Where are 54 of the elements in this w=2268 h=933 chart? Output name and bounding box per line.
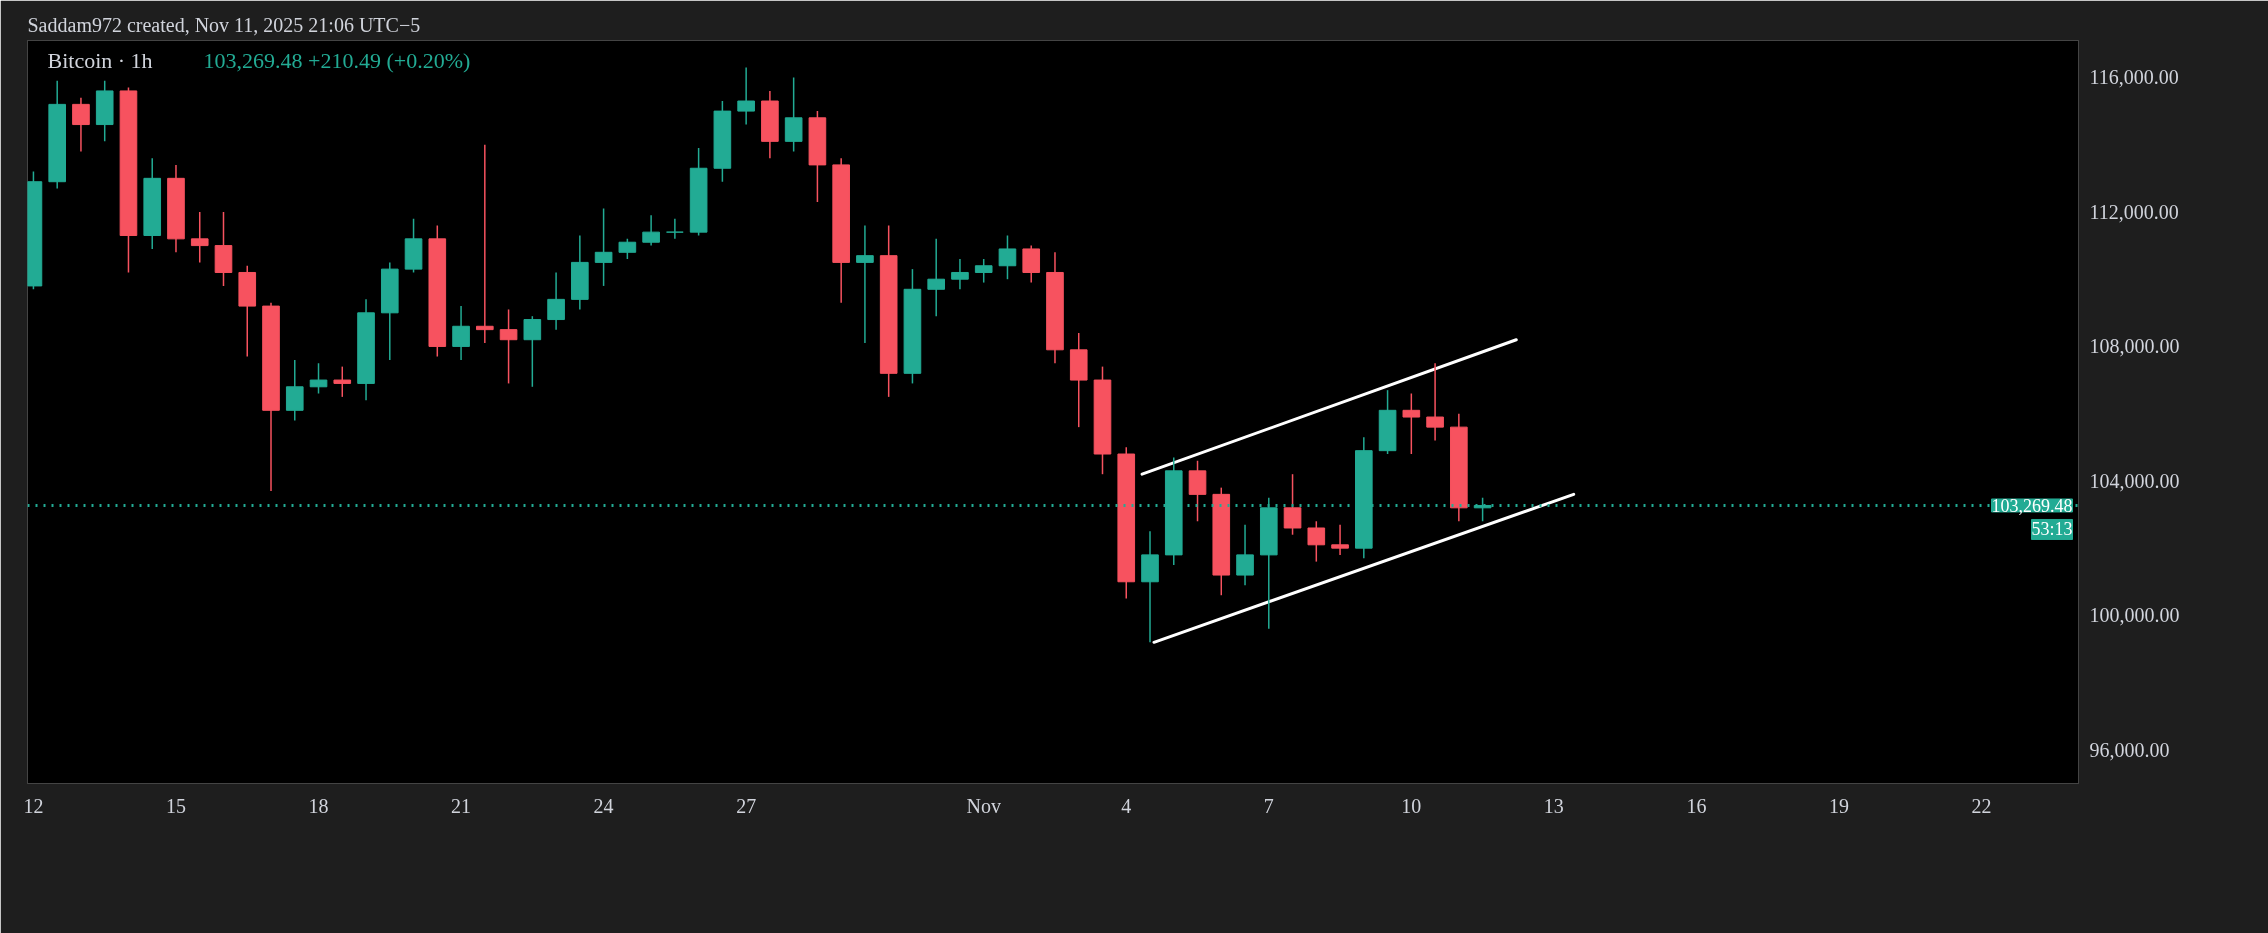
- candlestick: [974, 258, 993, 284]
- y-tick-label: 116,000.00: [2089, 66, 2179, 89]
- chart-subtitle: 103,269.48 +210.49 (+0.20%): [203, 47, 471, 73]
- x-tick-label: 10: [1401, 794, 1422, 817]
- candlestick: [1307, 520, 1326, 563]
- x-tick-label: 21: [451, 794, 472, 817]
- candlestick: [499, 308, 518, 385]
- candlestick: [856, 224, 874, 344]
- x-tick-label: 4: [1121, 794, 1132, 817]
- candlestick: [1331, 523, 1349, 556]
- y-tick-label: 96,000.00: [2089, 738, 2170, 761]
- annotation: 53:13: [2031, 519, 2073, 540]
- candlestick: [309, 362, 328, 395]
- x-tick-label: 15: [165, 794, 186, 817]
- candlestick: [1283, 473, 1302, 536]
- candlestick: [476, 143, 494, 344]
- candlestick: [642, 214, 660, 247]
- candlestick: [666, 217, 684, 240]
- candlestick: [784, 76, 803, 153]
- x-tick-label: 13: [1543, 794, 1564, 817]
- candlestick: [1402, 392, 1421, 455]
- candlestick: [1426, 362, 1444, 442]
- x-tick-label: 16: [1686, 794, 1707, 817]
- candlestick: [333, 365, 352, 398]
- candlestick: [1022, 244, 1041, 284]
- candlestick: [285, 359, 304, 422]
- candlestick: [594, 207, 613, 287]
- x-tick-label: 19: [1828, 794, 1849, 817]
- ref-line-label: 103,269.48: [1991, 495, 2073, 516]
- y-tick-label: 104,000.00: [2089, 469, 2180, 492]
- x-tick-label: 12: [23, 794, 44, 817]
- candlestick: [927, 238, 946, 317]
- y-tick-label: 100,000.00: [2089, 604, 2180, 627]
- chart-title: Bitcoin · 1h: [47, 47, 153, 73]
- x-tick-label: 24: [593, 794, 614, 817]
- candlestick: [523, 315, 542, 388]
- candlestick: [547, 271, 565, 331]
- candlestick: [998, 234, 1017, 280]
- candlestick: [618, 238, 637, 260]
- y-tick-label: 112,000.00: [2089, 200, 2179, 223]
- candlestick: [737, 66, 755, 126]
- x-tick-label: Nov: [966, 794, 1001, 817]
- x-tick-label: 18: [308, 794, 329, 817]
- candlestick: [1188, 460, 1207, 523]
- candlestick: [452, 305, 470, 361]
- candlestick: [1236, 523, 1254, 586]
- text: Saddam972 created, Nov 11, 2025 21:06 UTC−5: [27, 13, 421, 36]
- candlestick: [951, 258, 969, 291]
- y-tick-label: 108,000.00: [2089, 335, 2180, 358]
- candlestick: [190, 211, 209, 264]
- candlestick: [72, 96, 90, 153]
- x-tick-label: 27: [736, 794, 757, 817]
- x-tick-label: 7: [1263, 794, 1274, 817]
- x-tick-label: 22: [1971, 794, 1992, 817]
